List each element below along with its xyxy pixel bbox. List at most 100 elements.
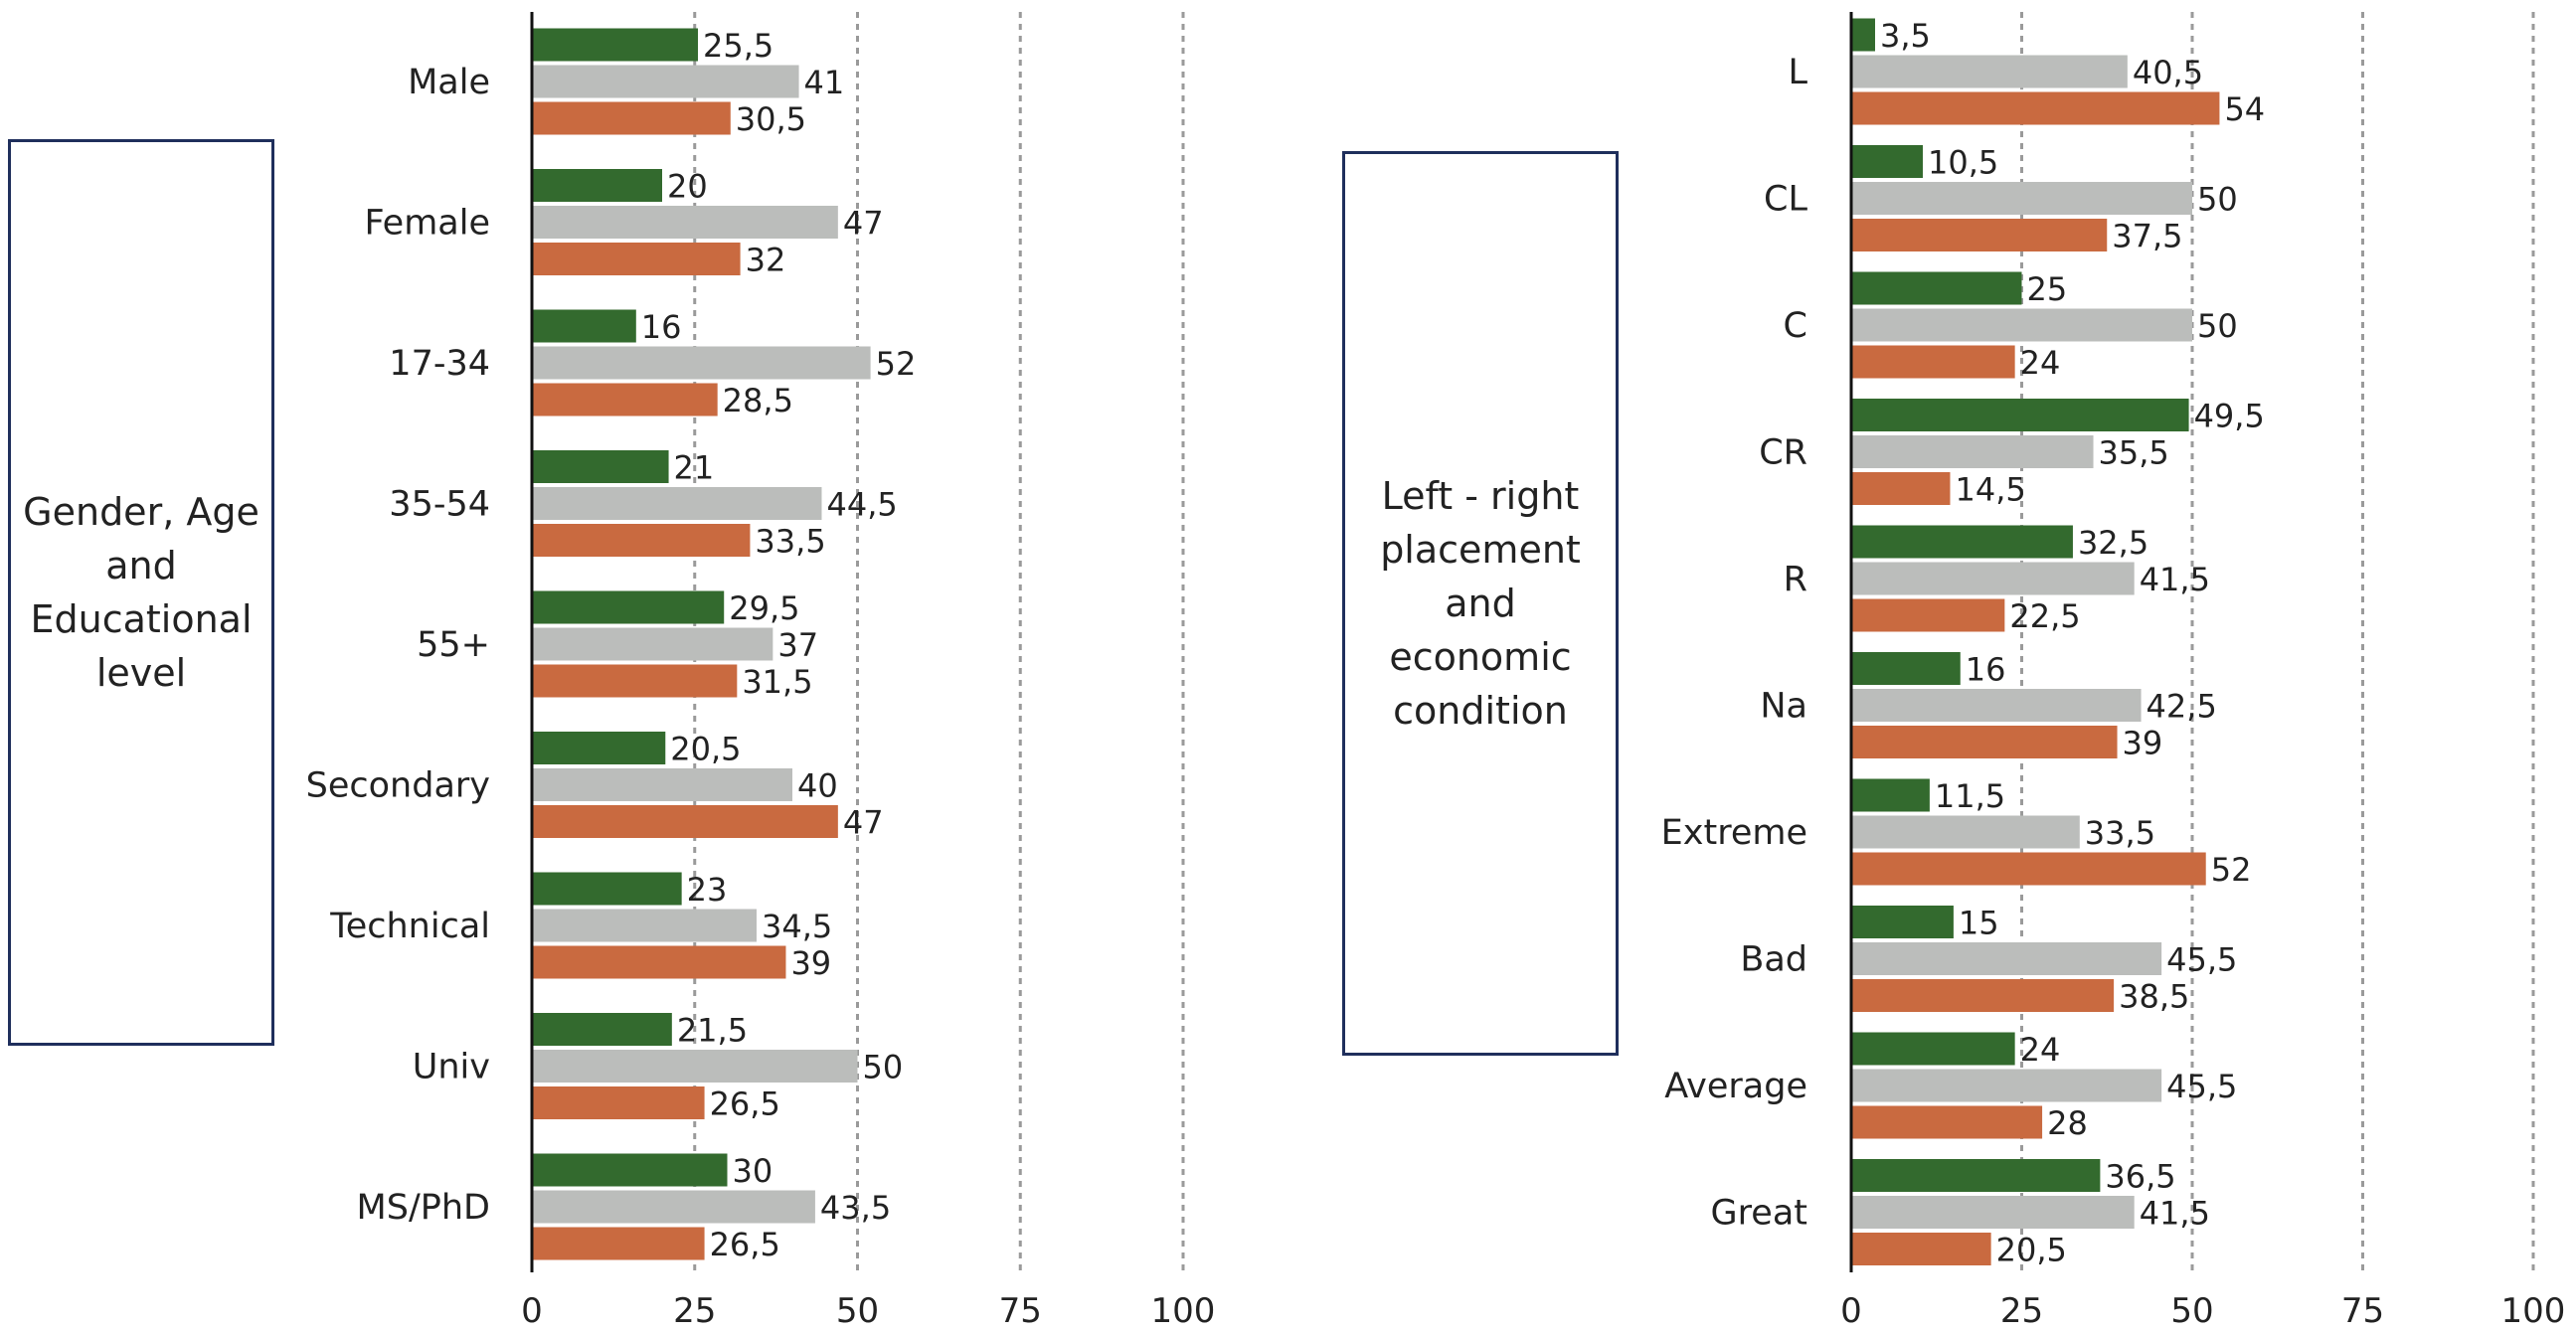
data-label: 44,5 [826,486,897,524]
data-label: 10,5 [1928,144,1998,182]
bar-series-3 [1851,726,2118,758]
bar-series-2 [1851,689,2142,722]
data-label: 43,5 [820,1189,891,1227]
data-label: 28 [2047,1104,2088,1142]
category-label: 17-34 [389,344,490,384]
data-label: 52 [2211,851,2252,889]
bar-series-1 [532,309,636,343]
x-tick-label: 25 [2000,1291,2043,1331]
bar-series-2 [532,65,799,98]
bar-series-3 [532,1227,705,1260]
data-label: 28,5 [723,382,793,419]
bar-series-2 [532,768,792,801]
bar-series-1 [532,450,669,483]
data-label: 11,5 [1935,777,2005,815]
data-label: 49,5 [2194,398,2265,435]
data-label: 14,5 [1955,471,2025,509]
category-label: Extreme [1661,813,1807,853]
bar-series-1 [532,1013,672,1046]
bar-series-3 [532,383,718,417]
bar-series-1 [532,28,699,62]
bar-series-3 [1851,219,2108,251]
bar-series-3 [1851,1105,2043,1139]
data-label: 39 [2123,725,2163,762]
bar-series-1 [1851,778,1930,812]
bar-series-3 [532,101,731,135]
category-label: Great [1711,1194,1807,1234]
bar-series-2 [532,346,871,380]
data-label: 3,5 [1880,17,1931,55]
data-label: 21,5 [677,1012,748,1050]
bar-series-1 [1851,906,1954,938]
bar-series-2 [1851,435,2094,468]
x-tick-label: 50 [836,1291,879,1331]
data-label: 30,5 [736,100,806,138]
data-label: 32,5 [2078,524,2148,562]
bar-series-1 [1851,399,2189,431]
data-label: 31,5 [742,663,812,701]
data-label: 47 [843,804,884,842]
bar-series-3 [532,945,786,979]
data-label: 29,5 [729,589,799,627]
bar-series-2 [1851,1196,2135,1229]
bar-series-1 [532,1153,728,1187]
data-label: 36,5 [2105,1158,2175,1196]
category-label: L [1789,53,1808,92]
category-label: Na [1760,687,1807,727]
x-tick-label: 75 [2341,1291,2384,1331]
group-label-placement-economic: Left - right placement and economic cond… [1342,151,1619,1056]
bar-series-1 [1851,1159,2101,1192]
category-label: 35-54 [389,485,490,525]
data-label: 41 [804,64,845,101]
data-label: 21 [674,449,715,487]
bar-series-2 [532,909,757,942]
data-label: 16 [1966,651,2006,689]
category-label: C [1784,306,1807,346]
data-label: 37,5 [2112,218,2182,255]
data-label: 33,5 [2085,814,2155,852]
data-label: 38,5 [2119,978,2189,1016]
bar-series-1 [1851,145,1924,178]
bar-series-2 [532,487,822,520]
bar-series-2 [1851,562,2135,595]
category-label: Average [1664,1067,1807,1106]
bar-series-3 [1851,598,2005,632]
bar-series-1 [532,872,682,906]
bar-series-3 [1851,852,2206,886]
data-label: 22,5 [2009,597,2080,635]
data-label: 20,5 [1996,1232,2067,1269]
data-label: 45,5 [2166,1068,2237,1105]
data-label: 30 [733,1152,773,1190]
bar-series-1 [1851,525,2073,559]
bar-series-2 [1851,55,2128,88]
data-label: 50 [2197,307,2238,345]
x-tick-label: 50 [2170,1291,2213,1331]
bar-series-1 [532,590,725,624]
data-label: 40,5 [2133,54,2203,91]
data-label: 52 [876,345,917,383]
category-label: Male [408,63,490,102]
bar-series-2 [532,1190,815,1224]
data-label: 20 [667,168,708,206]
bar-series-2 [1851,182,2192,215]
bar-series-3 [1851,979,2115,1012]
bar-series-2 [1851,942,2162,975]
bar-series-1 [1851,271,2022,305]
bar-series-3 [1851,345,2015,379]
data-label: 35,5 [2099,434,2169,472]
data-label: 24 [2020,344,2061,382]
bar-series-3 [532,524,751,557]
bar-series-3 [1851,91,2220,125]
data-label: 41,5 [2140,561,2210,598]
data-label: 34,5 [762,908,832,945]
bar-series-3 [532,1086,705,1119]
data-label: 20,5 [670,731,741,768]
bar-series-3 [532,664,738,698]
data-label: 26,5 [710,1226,780,1263]
data-label: 39 [790,944,831,982]
category-label: Secondary [306,766,490,806]
category-label: 55+ [417,625,490,665]
bar-series-2 [532,1050,858,1083]
bar-series-2 [532,627,773,661]
data-label: 25 [2027,270,2068,308]
